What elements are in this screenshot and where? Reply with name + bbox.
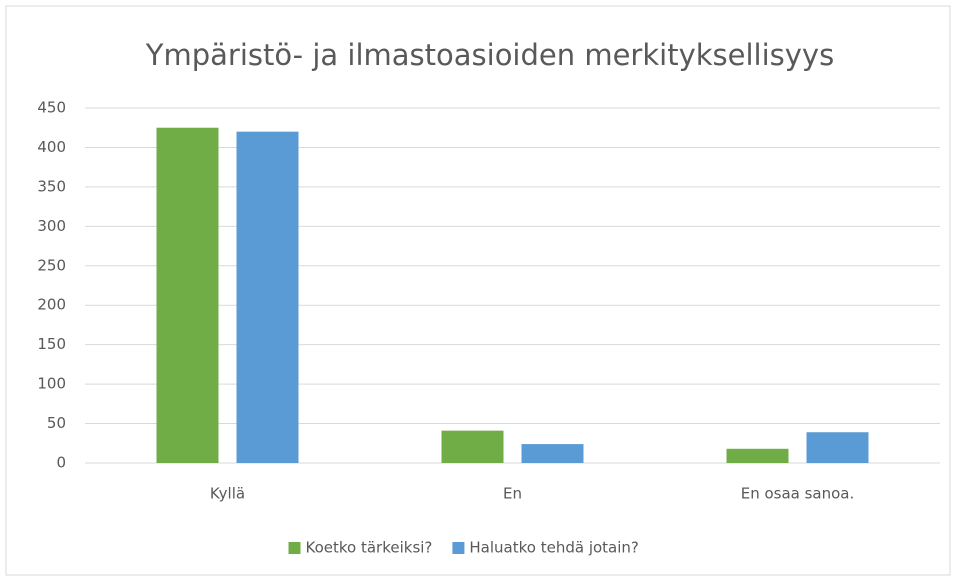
y-tick-label: 150 — [37, 335, 66, 353]
y-tick-label: 200 — [37, 296, 66, 314]
bar — [726, 448, 789, 463]
y-tick-label: 100 — [37, 375, 66, 393]
x-tick-label: Kyllä — [210, 485, 245, 503]
y-tick-label: 400 — [37, 138, 66, 156]
y-tick-label: 50 — [47, 414, 66, 432]
y-tick-label: 0 — [56, 454, 66, 472]
bar — [236, 131, 299, 463]
legend-label: Koetko tärkeiksi? — [306, 539, 433, 557]
y-tick-label: 350 — [37, 177, 66, 195]
legend-swatch — [288, 542, 301, 554]
bar — [156, 127, 219, 463]
bar — [441, 430, 504, 463]
x-tick-label: En osaa sanoa. — [741, 485, 855, 503]
y-tick-label: 300 — [37, 217, 66, 235]
bar — [806, 432, 869, 463]
x-tick-label: En — [503, 485, 522, 503]
legend-swatch — [452, 542, 465, 554]
chart-title: Ympäristö- ja ilmastoasioiden merkitykse… — [145, 38, 834, 72]
y-tick-label: 450 — [37, 99, 66, 117]
legend-label: Haluatko tehdä jotain? — [469, 539, 638, 557]
y-tick-label: 250 — [37, 256, 66, 274]
bar — [521, 444, 584, 463]
